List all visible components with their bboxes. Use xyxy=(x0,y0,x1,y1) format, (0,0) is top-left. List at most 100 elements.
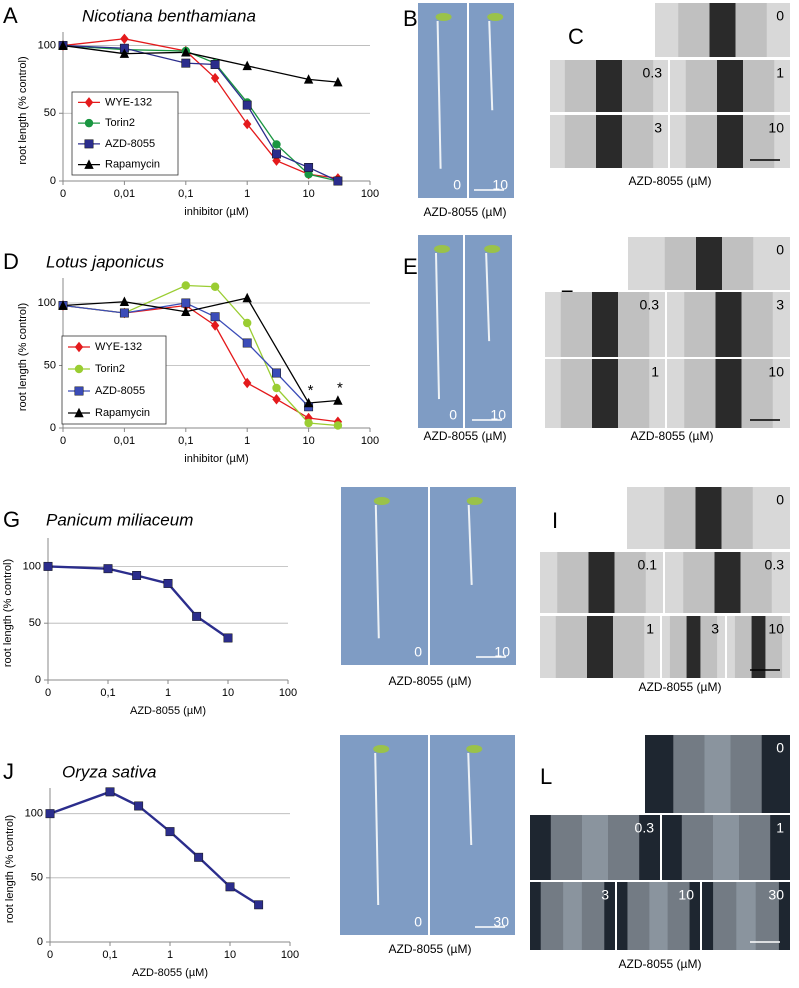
panel-letter: B xyxy=(403,6,418,31)
marker xyxy=(304,170,313,179)
x-axis-label: AZD-8055 (µM) xyxy=(132,967,208,979)
marker xyxy=(272,149,281,159)
photo-label: 10 xyxy=(768,621,784,637)
y-tick-label: 0 xyxy=(50,175,56,187)
y-tick-label: 50 xyxy=(31,872,43,884)
photo-label: 10 xyxy=(768,364,784,380)
photo-label: 0.1 xyxy=(638,557,658,573)
photo-label: 3 xyxy=(654,120,662,136)
photo-label: 1 xyxy=(651,364,659,380)
plant-leaf xyxy=(466,497,483,505)
chart-title: Lotus japonicus xyxy=(46,252,165,271)
y-tick-label: 0 xyxy=(35,674,41,686)
series-line xyxy=(62,44,338,83)
panel-letter: C xyxy=(568,24,584,49)
photo-caption: AZD-8055 (µM) xyxy=(629,174,712,188)
root xyxy=(717,60,743,112)
root xyxy=(686,616,701,678)
marker xyxy=(181,306,191,316)
legend-marker xyxy=(84,139,94,149)
photo-label: 1 xyxy=(776,65,784,81)
photo-tile xyxy=(430,487,516,665)
photo-tile xyxy=(418,235,463,428)
marker xyxy=(210,312,220,322)
legend-marker xyxy=(74,341,84,353)
y-tick-label: 100 xyxy=(38,297,56,309)
photo-label: 0 xyxy=(776,740,784,756)
legend-label: Torin2 xyxy=(95,363,125,375)
marker xyxy=(254,900,264,910)
plant-leaf xyxy=(434,245,450,253)
root xyxy=(592,359,618,428)
x-tick-label: 0 xyxy=(45,687,51,699)
y-tick-label: 100 xyxy=(25,808,43,820)
x-tick-label: 1 xyxy=(244,188,250,200)
marker xyxy=(210,320,220,331)
series-line xyxy=(62,38,338,179)
root xyxy=(695,487,722,549)
x-tick-label: 1 xyxy=(244,435,250,447)
root xyxy=(587,616,613,678)
root xyxy=(715,359,742,428)
legend-marker xyxy=(74,407,84,418)
y-tick-label: 0 xyxy=(50,422,56,434)
x-tick-label: 0 xyxy=(60,435,66,447)
x-axis-label: AZD-8055 (µM) xyxy=(130,705,206,717)
root xyxy=(704,735,731,813)
root xyxy=(736,882,756,950)
legend-label: AZD-8055 xyxy=(105,138,155,150)
root xyxy=(713,815,739,880)
photo-label: 1 xyxy=(776,820,784,836)
chart-title: Oryza sativa xyxy=(62,762,156,781)
photo-label: 0 xyxy=(453,177,461,193)
marker xyxy=(194,852,204,862)
photo-label: 3 xyxy=(776,297,784,313)
y-axis-label: root length (% control) xyxy=(17,56,29,164)
panel-letter: A xyxy=(3,3,18,28)
root xyxy=(563,882,582,950)
photo-label: 10 xyxy=(678,887,694,903)
photo-label: 0.3 xyxy=(643,65,663,81)
root xyxy=(582,815,608,880)
marker xyxy=(304,163,314,172)
photo-label: 30 xyxy=(493,914,509,930)
marker xyxy=(242,60,252,71)
photo-caption: AZD-8055 (µM) xyxy=(424,205,507,219)
photo-label: 0 xyxy=(776,242,784,258)
plant-root xyxy=(485,252,491,342)
photo-label: 0 xyxy=(414,644,422,660)
y-tick-label: 50 xyxy=(29,617,41,629)
photo-tile xyxy=(340,735,428,935)
plant-leaf xyxy=(435,13,452,21)
marker xyxy=(272,383,281,393)
marker xyxy=(243,318,252,328)
panel-letter: J xyxy=(3,759,14,784)
marker xyxy=(192,611,202,621)
panel-letter: I xyxy=(552,508,558,533)
panel-letter: D xyxy=(3,249,19,274)
root xyxy=(696,237,722,290)
marker xyxy=(119,48,130,58)
marker xyxy=(272,368,281,378)
y-tick-label: 50 xyxy=(44,359,56,371)
marker xyxy=(181,58,191,68)
x-tick-label: 10 xyxy=(302,435,314,447)
plant-root xyxy=(467,504,473,585)
photo-label: 10 xyxy=(490,407,506,423)
x-tick-label: 1 xyxy=(167,949,173,961)
marker xyxy=(225,882,235,892)
y-axis-label: root length (% control) xyxy=(2,559,14,667)
plant-leaf xyxy=(373,745,390,753)
photo-caption: AZD-8055 (µM) xyxy=(619,957,702,971)
legend-label: Rapamycin xyxy=(105,159,160,171)
x-tick-label: 100 xyxy=(279,687,297,699)
root xyxy=(592,292,618,357)
legend-label: Torin2 xyxy=(105,117,135,129)
photo-caption: AZD-8055 (µM) xyxy=(424,429,507,443)
y-tick-label: 100 xyxy=(23,560,41,572)
marker xyxy=(43,561,53,571)
series-line xyxy=(62,297,338,404)
photo-tile xyxy=(430,735,515,935)
marker xyxy=(134,801,144,811)
y-tick-label: 50 xyxy=(44,107,56,119)
